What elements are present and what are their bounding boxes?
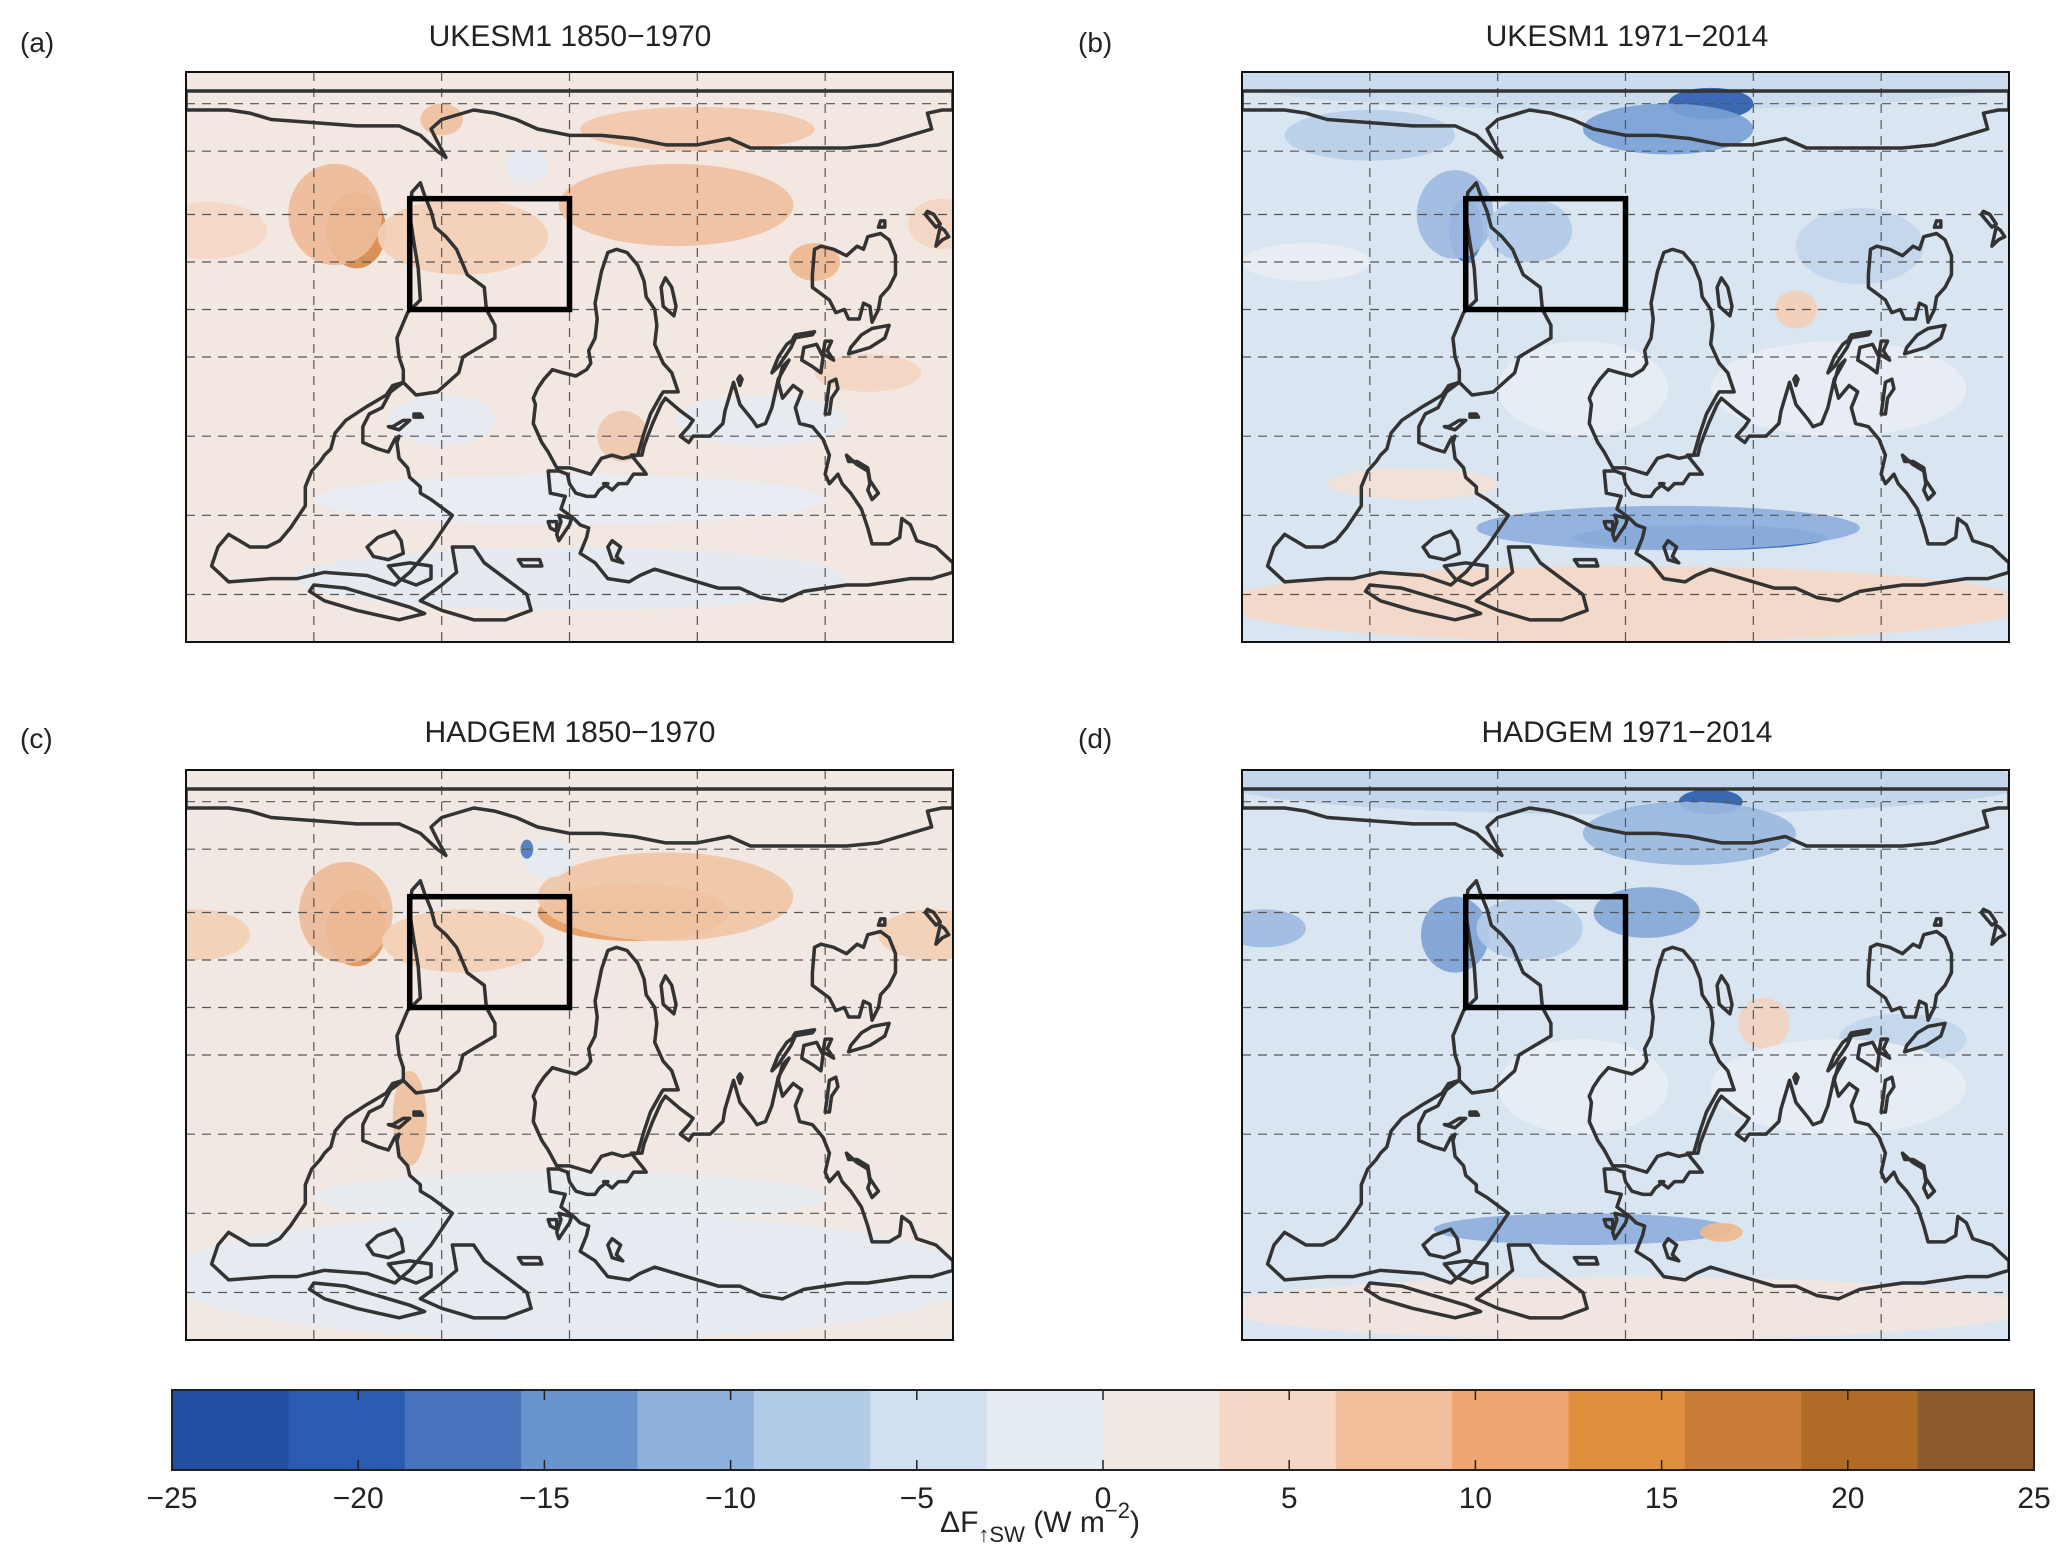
colorbar-tick-label: 25 (2017, 1482, 2050, 1515)
colorbar-cell (986, 1390, 1104, 1470)
colorbar-cell (1103, 1390, 1220, 1470)
panel-title: UKESM1 1971−2014 (1486, 20, 1769, 53)
colorbar-tick-label: −10 (705, 1482, 756, 1515)
anomaly-field (558, 163, 794, 247)
anomaly-field (1242, 243, 1370, 281)
map-area (186, 770, 953, 1340)
anomaly-field (1738, 998, 1790, 1049)
colorbar-tick-label: −5 (900, 1482, 934, 1515)
anomaly-field (186, 909, 250, 960)
anomaly-field (377, 198, 549, 275)
colorbar-cell (521, 1390, 638, 1470)
panel-title: HADGEM 1850−1970 (424, 716, 715, 749)
anomaly-field (1774, 290, 1818, 329)
anomaly-field (1710, 1039, 1967, 1135)
panel-title: HADGEM 1971−2014 (1481, 716, 1772, 749)
anomaly-field (1433, 1213, 1733, 1245)
colorbar-cell (288, 1390, 406, 1470)
colorbar-cell (1801, 1390, 1919, 1470)
anomaly-field (1582, 801, 1796, 865)
colorbar-label-close: ) (1130, 1506, 1140, 1539)
colorbar: −25 −20 −15 −10 −5 0 5 10 15 20 25 ΔF↑SW (W m−2) (147, 1389, 2051, 1547)
colorbar-label-sub: ↑SW (978, 1522, 1025, 1547)
region-box (1462, 195, 1629, 313)
anomaly-field (186, 1213, 953, 1340)
map-panel: (b) UKESM1 1971−2014 (1078, 20, 2010, 643)
colorbar-cell (637, 1390, 755, 1470)
region-box (406, 195, 573, 313)
colorbar-tick-label: 0 (1095, 1482, 1112, 1515)
map-frame (1241, 769, 2010, 1341)
anomaly-field (1476, 505, 1860, 551)
anomaly-field (382, 909, 544, 973)
colorbar-cell (404, 1390, 522, 1470)
colorbar-tick-label: 10 (1459, 1482, 1492, 1515)
map-panel: (d) HADGEM 1971−2014 (1078, 716, 2010, 1341)
colorbar-tick-label: −15 (519, 1482, 570, 1515)
colorbar-label-exp: −2 (1105, 1498, 1130, 1523)
anomaly-field (186, 201, 267, 259)
map-frame (185, 71, 954, 643)
colorbar-tick-label: −25 (147, 1482, 198, 1515)
anomaly-field (1795, 208, 1924, 285)
colorbar-cell (1452, 1390, 1569, 1470)
colorbar-ticks: −25 −20 −15 −10 −5 0 5 10 15 20 25 (147, 1390, 2051, 1515)
panel-label: (a) (20, 27, 54, 58)
anomaly-field (1582, 103, 1754, 155)
colorbar-cell (870, 1390, 988, 1470)
colorbar-label: ΔF↑SW (W m−2) (940, 1498, 1140, 1547)
colorbar-label-main: ΔF (940, 1506, 978, 1539)
colorbar-tick-label: 20 (1831, 1482, 1864, 1515)
anomaly-field (537, 852, 794, 942)
panel-label: (d) (1078, 723, 1112, 754)
panel-label: (b) (1078, 27, 1112, 58)
colorbar-cell (1917, 1390, 2035, 1470)
anomaly-field (676, 395, 847, 446)
map-frame (1241, 71, 2010, 643)
colorbar-cell (1335, 1390, 1453, 1470)
anomaly-field (1284, 109, 1456, 161)
colorbar-cell (172, 1390, 289, 1470)
map-panel: (c) HADGEM 1850−1970 (20, 716, 954, 1341)
map-area (186, 72, 953, 642)
colorbar-cell (1684, 1390, 1802, 1470)
map-area (1242, 72, 2009, 642)
region-box (406, 893, 573, 1011)
anomaly-field (1700, 1222, 1743, 1242)
anomaly-field (1487, 198, 1573, 262)
colorbar-tick-label: 15 (1645, 1482, 1678, 1515)
colorbar-label-unit: (W m (1025, 1506, 1105, 1539)
panels-layer: (a) UKESM1 1850−1970 (b) UKESM1 1971−2014 (c… (20, 20, 2010, 1341)
anomaly-field (1710, 341, 1967, 437)
anomaly-field (1242, 909, 1306, 948)
colorbar-cell (753, 1390, 871, 1470)
colorbar-tick-label: 5 (1281, 1482, 1298, 1515)
anomaly-field (908, 198, 953, 250)
colorbar-cell (1568, 1390, 1686, 1470)
panel-title: UKESM1 1850−1970 (429, 20, 712, 53)
colorbar-cells (172, 1390, 2035, 1470)
map-area (1242, 770, 2009, 1340)
anomaly-field (1242, 1276, 2009, 1340)
colorbar-tick-label: −20 (333, 1482, 384, 1515)
anomaly-field (298, 861, 393, 964)
anomaly-field (814, 353, 922, 392)
anomaly-field (388, 395, 495, 446)
colorbar-cell (1219, 1390, 1337, 1470)
map-frame (185, 769, 954, 1341)
anomaly-field (505, 148, 549, 186)
region-box (1462, 893, 1629, 1011)
panel-label: (c) (20, 723, 53, 754)
map-panel: (a) UKESM1 1850−1970 (20, 20, 954, 643)
